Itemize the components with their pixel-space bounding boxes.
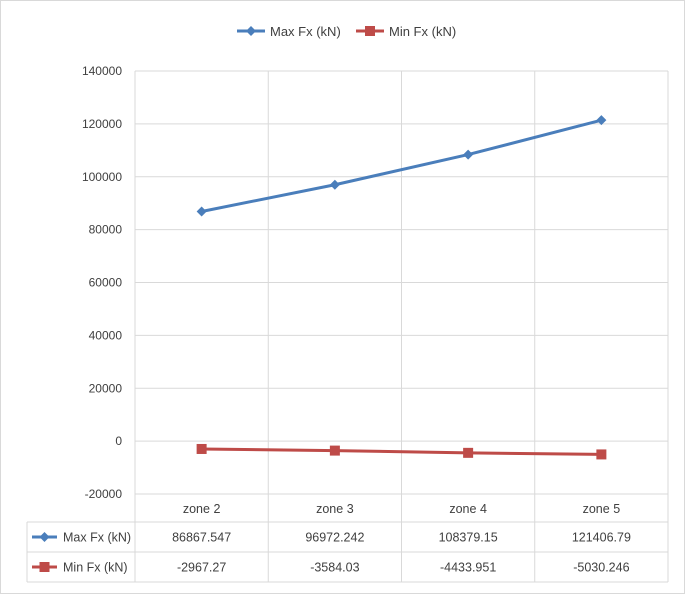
- data-point: [463, 447, 474, 458]
- legend-label: Min Fx (kN): [389, 24, 456, 39]
- table-legend-marker: [39, 562, 50, 572]
- legend-marker: [246, 26, 256, 36]
- y-tick-label: 0: [115, 434, 122, 448]
- legend-label: Max Fx (kN): [270, 24, 341, 39]
- y-tick-label: 40000: [89, 328, 123, 342]
- category-label: zone 4: [449, 502, 487, 516]
- data-point: [596, 449, 607, 460]
- data-table: zone 2 zone 3 zone 4 zone 5 Max Fx (kN) 86867…: [26, 502, 668, 583]
- series-line: [201, 447, 602, 456]
- data-point: [196, 443, 207, 454]
- table-cell-value: 96972.242: [305, 531, 364, 545]
- data-point: [329, 179, 340, 190]
- series: [196, 115, 607, 460]
- category-label: zone 5: [583, 502, 621, 516]
- y-tick-label: 120000: [82, 117, 122, 131]
- table-cell-value: 86867.547: [172, 531, 231, 545]
- legend: Max Fx (kN) Min Fx (kN): [237, 24, 456, 39]
- gridlines: [134, 70, 669, 582]
- table-cell-value: -2967.27: [177, 561, 226, 575]
- y-tick-label: 140000: [82, 64, 122, 78]
- table-cell-value: 108379.15: [439, 531, 498, 545]
- table-legend-marker: [39, 532, 50, 542]
- table-series-name: Min Fx (kN): [63, 561, 128, 575]
- table-cell-value: -5030.246: [573, 561, 629, 575]
- y-axis: 140000 120000 100000 80000 60000 40000 20000 0 -…: [82, 64, 122, 501]
- table-cell-value: -4433.951: [440, 561, 496, 575]
- data-point: [196, 206, 207, 217]
- data-point: [463, 149, 474, 160]
- series-line: [201, 118, 602, 213]
- data-point: [596, 115, 607, 126]
- y-tick-label: 100000: [82, 170, 122, 184]
- y-tick-label: 60000: [89, 276, 123, 290]
- y-tick-label: 20000: [89, 381, 123, 395]
- y-tick-label: -20000: [85, 487, 123, 501]
- y-tick-label: 80000: [89, 223, 123, 237]
- category-label: zone 2: [183, 502, 221, 516]
- legend-marker: [365, 26, 375, 36]
- category-label: zone 3: [316, 502, 354, 516]
- data-point: [329, 445, 340, 456]
- table-cell-value: 121406.79: [572, 531, 631, 545]
- table-cell-value: -3584.03: [310, 561, 359, 575]
- table-series-name: Max Fx (kN): [63, 531, 131, 545]
